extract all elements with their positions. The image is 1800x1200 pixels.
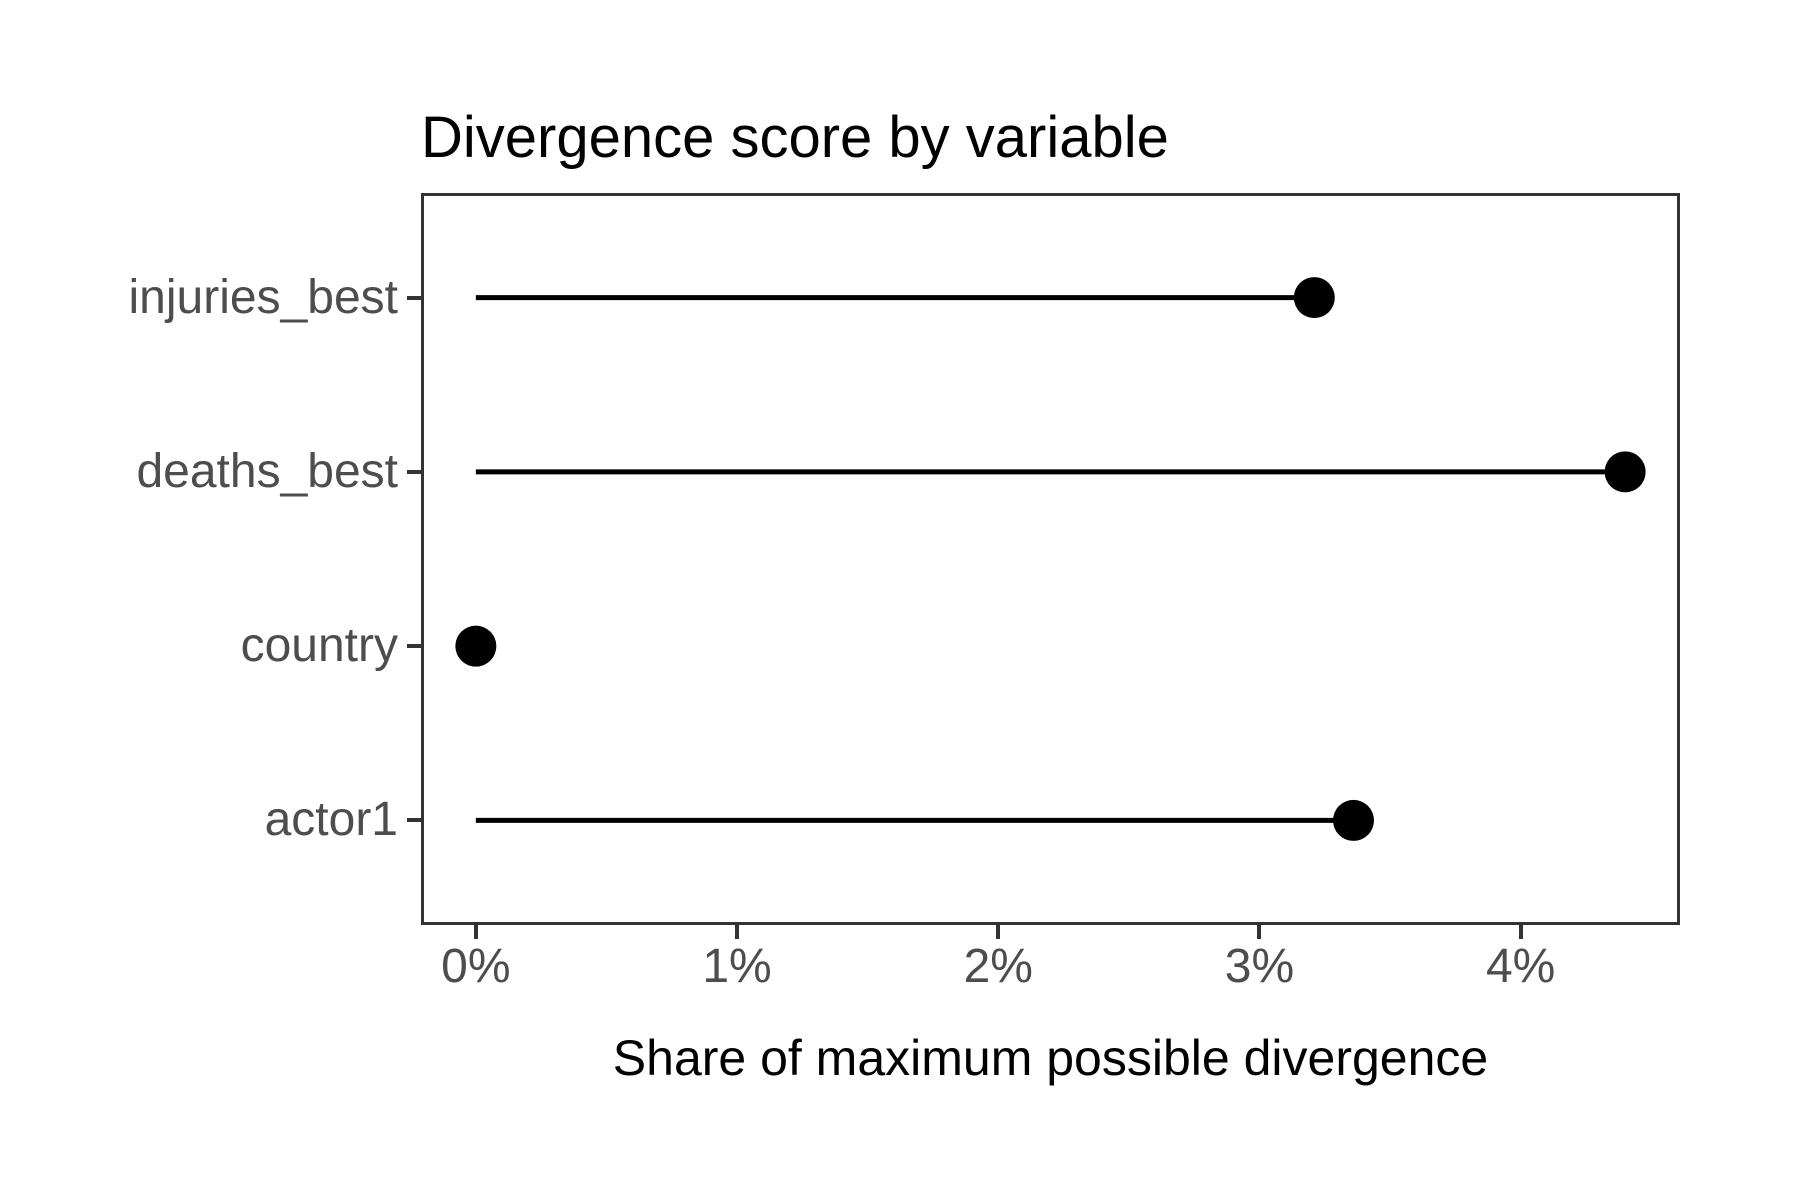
y-axis-label: country (240, 619, 398, 673)
x-axis-tick-label: 2% (963, 940, 1033, 993)
lollipop-dot (1604, 451, 1646, 493)
lollipop-dot (455, 625, 497, 667)
plot-panel (421, 193, 1680, 925)
x-axis-tick (735, 925, 740, 939)
y-axis-tick (407, 295, 421, 300)
x-axis-title: Share of maximum possible divergence (612, 1030, 1489, 1086)
chart-title: Divergence score by variable (421, 105, 1169, 170)
y-axis-tick (407, 644, 421, 649)
x-axis-tick (996, 925, 1001, 939)
y-axis-label: deaths_best (136, 444, 398, 498)
x-axis-tick-label: 1% (702, 940, 772, 993)
lollipop-dot (1293, 277, 1335, 319)
y-axis-label: actor1 (264, 793, 398, 847)
x-axis-tick (1257, 925, 1262, 939)
x-axis-tick (1518, 925, 1523, 939)
x-axis-tick (473, 925, 478, 939)
x-axis-tick-label: 0% (441, 940, 511, 993)
lollipop-dot (1332, 799, 1374, 841)
y-axis-label: injuries_best (128, 270, 398, 324)
y-axis-tick (407, 818, 421, 823)
plot-svg (455, 277, 1646, 841)
y-axis-tick (407, 469, 421, 474)
x-axis-tick-label: 4% (1485, 940, 1556, 993)
x-axis-tick-label: 3% (1224, 940, 1295, 993)
